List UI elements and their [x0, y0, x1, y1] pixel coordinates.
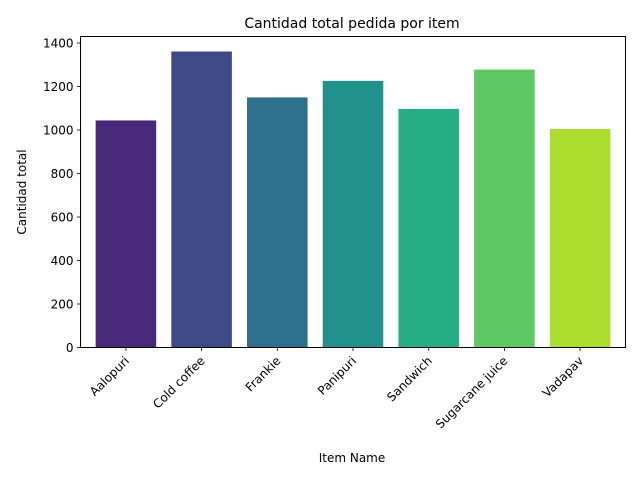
bar-sandwich [398, 108, 459, 348]
bar-sugarcane-juice [474, 69, 535, 348]
y-axis-label: Cantidad total [15, 149, 29, 234]
y-tick-label: 400 [51, 254, 74, 268]
bars-group [95, 51, 611, 348]
y-tick-label: 800 [51, 167, 74, 181]
bar-cold-coffee [171, 51, 232, 348]
x-axis-label: Item Name [319, 451, 386, 465]
plot-frame [80, 36, 626, 348]
y-tick-label: 600 [51, 211, 74, 225]
bar-frankie [247, 97, 308, 348]
y-tick-label: 1200 [43, 80, 74, 94]
chart-title: Cantidad total pedida por item [244, 16, 459, 32]
y-axis: 0 200 400 600 800 1000 1200 1400 [43, 37, 81, 355]
y-tick-label: 1000 [43, 124, 74, 138]
y-tick-label: 0 [66, 341, 74, 355]
bar-panipuri [322, 80, 384, 348]
y-tick-label: 200 [51, 298, 74, 312]
y-tick-label: 1400 [43, 37, 74, 51]
bar-vadapav [549, 128, 611, 348]
bar-aalopuri [95, 120, 157, 348]
